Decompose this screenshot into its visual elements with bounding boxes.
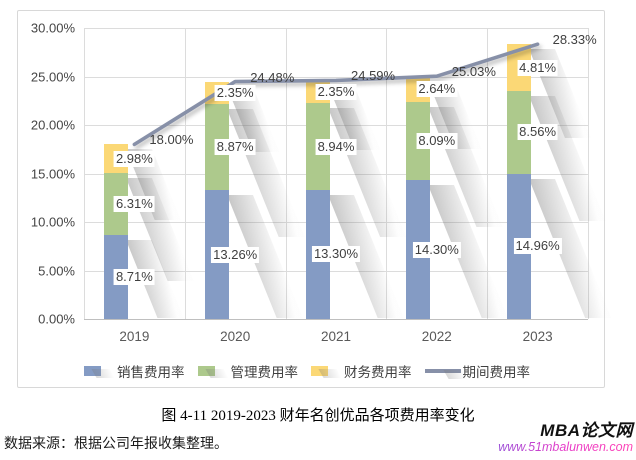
y-axis-tick-label: 30.00% — [30, 20, 75, 36]
line-point-label: 18.00% — [149, 132, 194, 148]
watermark: MBA论文网 www.51mbalunwen.com — [498, 421, 633, 454]
line-point-label: 24.48% — [250, 69, 295, 85]
bar-segment-label: 13.30% — [311, 246, 361, 263]
bar-segment-label: 6.31% — [113, 195, 155, 212]
legend-label: 财务费用率 — [344, 365, 412, 380]
bar-segment-label: 8.71% — [113, 268, 155, 285]
legend-label: 期间费用率 — [462, 365, 531, 380]
bar-segment-label: 13.26% — [211, 246, 260, 263]
y-axis-tick-label: 15.00% — [30, 166, 75, 181]
bar-segment-label: 8.94% — [315, 138, 357, 155]
bar-segment-label: 4.81% — [517, 59, 559, 76]
y-axis-tick-label: 10.00% — [30, 214, 75, 230]
x-axis-label: 2021 — [320, 329, 352, 344]
bar-segment-label: 14.30% — [412, 241, 461, 258]
y-axis-tick-label: 0.00% — [38, 311, 75, 327]
legend-label: 销售费用率 — [117, 365, 185, 380]
bar-segment-label: 2.64% — [416, 81, 458, 97]
gridline-horizontal — [84, 76, 588, 78]
line-point-label: 24.59% — [351, 68, 396, 84]
line-point-label: 25.03% — [451, 64, 496, 80]
gridline-vertical — [588, 28, 589, 319]
figure-caption: 图 4-11 2019-2023 财年名创优品各项费用率变化 — [161, 408, 475, 424]
legend-item: 财务费用率 — [311, 361, 420, 381]
trend-line-svg — [132, 42, 540, 147]
y-axis-tick-label: 5.00% — [38, 263, 75, 278]
legend-item: 销售费用率 — [84, 361, 193, 381]
source-note: 数据来源：根据公司年报收集整理。 — [4, 437, 228, 452]
bar-segment-label: 14.96% — [513, 238, 562, 255]
gridline-horizontal — [84, 319, 588, 320]
gridline-horizontal — [84, 173, 588, 175]
trend-line — [132, 42, 540, 147]
watermark-url: www.51mbalunwen.com — [498, 440, 633, 454]
y-axis-tick-label: 20.00% — [30, 117, 75, 133]
y-axis-tick-label: 25.00% — [30, 69, 75, 84]
gridline-vertical — [184, 28, 186, 319]
x-axis-label: 2022 — [421, 329, 452, 344]
bar-segment-label: 2.98% — [113, 150, 155, 167]
watermark-title: MBA论文网 — [540, 421, 633, 440]
chart-frame: 0.00% 5.00% 10.00% 15.00% 20.00% 25.00% 30.00%… — [17, 10, 612, 388]
legend-item: 管理费用率 — [197, 361, 307, 381]
x-axis-label: 2020 — [220, 329, 251, 344]
bar-segment-label: 2.35% — [214, 84, 256, 101]
legend-line-marker — [424, 369, 461, 373]
line-point-label: 28.33% — [552, 32, 597, 48]
legend-color-swatch — [84, 366, 101, 376]
gridline-vertical — [84, 28, 85, 319]
gridline-horizontal — [84, 125, 588, 126]
bar-segment-label: 8.09% — [416, 133, 458, 150]
bar-segment-label: 2.35% — [315, 83, 357, 100]
gridline-horizontal — [84, 222, 588, 223]
gridline-vertical — [285, 28, 287, 319]
legend-item: 期间费用率 — [424, 361, 539, 381]
legend-label: 管理费用率 — [230, 365, 299, 380]
gridline-vertical — [487, 28, 489, 319]
x-axis-label: 2023 — [522, 329, 553, 344]
legend: 销售费用率 管理费用率 财务费用率 期间费用率 — [18, 361, 604, 381]
legend-color-swatch — [197, 366, 215, 376]
legend-color-swatch — [311, 366, 328, 376]
plot-area: 0.00% 5.00% 10.00% 15.00% 20.00% 25.00% 30.00%… — [31, 21, 612, 344]
gridline-horizontal — [84, 270, 588, 272]
bar-segment-label: 8.87% — [214, 139, 256, 156]
x-axis-label: 2019 — [119, 329, 150, 344]
bar-segment-label: 8.56% — [517, 124, 559, 141]
gridline-vertical — [386, 28, 388, 319]
gridline-horizontal — [84, 28, 588, 29]
